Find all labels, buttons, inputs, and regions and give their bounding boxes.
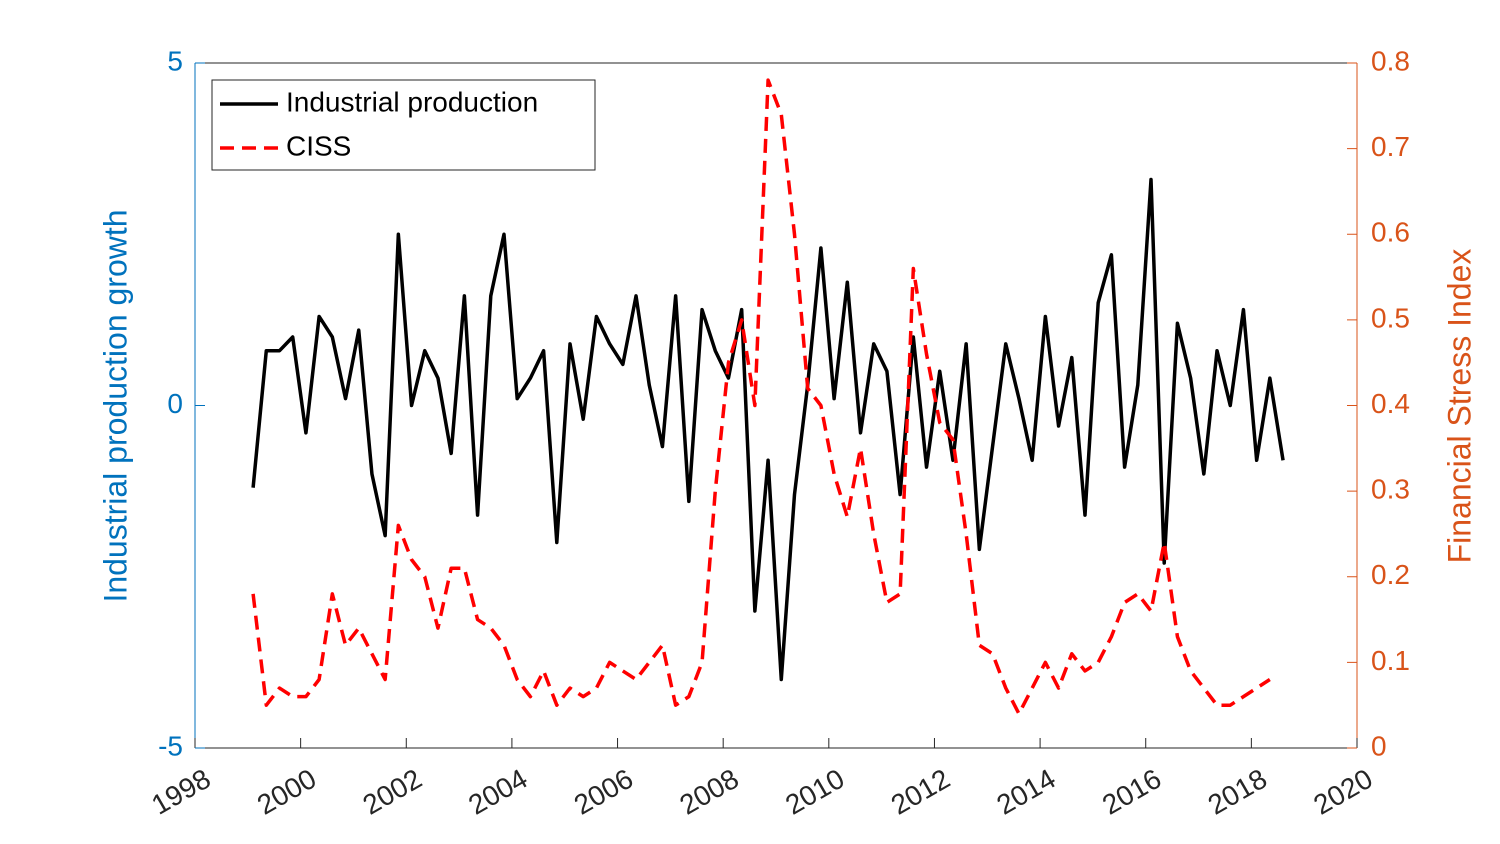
x-tick-label: 2004 xyxy=(463,763,532,821)
y2-tick-label: 0.3 xyxy=(1371,474,1410,505)
x-tick-label: 2018 xyxy=(1203,763,1272,821)
legend-label: Industrial production xyxy=(286,86,538,117)
x-tick-label: 2014 xyxy=(991,763,1060,821)
legend-box xyxy=(211,79,596,171)
y2-tick-label: 0.1 xyxy=(1371,645,1410,676)
y2-tick-label: 0.7 xyxy=(1371,131,1410,162)
x-tick-label: 2012 xyxy=(886,763,955,821)
y2-tick-label: 0 xyxy=(1371,730,1387,761)
x-tick-label: 2010 xyxy=(780,763,849,821)
y2-axis-label: Financial Stress Index xyxy=(1441,249,1477,564)
y-tick-label: 5 xyxy=(167,45,183,76)
x-tick-label: 1998 xyxy=(146,763,215,821)
legend-label: CISS xyxy=(286,130,351,161)
y2-tick-label: 0.4 xyxy=(1371,388,1410,419)
y2-tick-label: 0.5 xyxy=(1371,302,1410,333)
y2-tick-label: 0.2 xyxy=(1371,559,1410,590)
y2-tick-label: 0.6 xyxy=(1371,217,1410,248)
x-tick-label: 2002 xyxy=(358,763,427,821)
series-line xyxy=(251,177,1285,682)
series-line xyxy=(251,78,1271,716)
x-tick-label: 2020 xyxy=(1308,763,1377,821)
y-tick-label: -5 xyxy=(158,730,183,761)
y-axis-label: Industrial production growth xyxy=(97,209,133,602)
y-tick-label: 0 xyxy=(167,388,183,419)
y2-tick-label: 0.8 xyxy=(1371,45,1410,76)
x-tick-label: 2008 xyxy=(674,763,743,821)
x-tick-label: 2006 xyxy=(569,763,638,821)
x-tick-label: 2000 xyxy=(252,763,321,821)
x-tick-label: 2016 xyxy=(1097,763,1166,821)
